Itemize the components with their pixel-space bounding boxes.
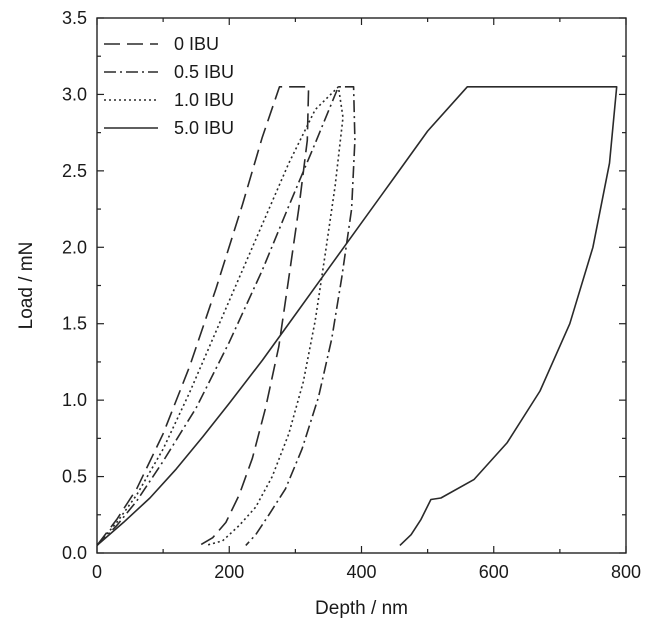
x-axis-label: Depth / nm (315, 598, 408, 619)
y-axis-label: Load / mN (16, 242, 37, 330)
plot-frame (96, 17, 627, 554)
legend-label: 1.0 IBU (174, 90, 234, 110)
y-axis-ticks: 0.0 0.5 1.0 1.5 2.0 2.5 3.0 3.5 (62, 8, 626, 563)
x-tick-label: 600 (479, 562, 509, 582)
series-line-3 (96, 86, 618, 547)
x-tick-label: 800 (611, 562, 641, 582)
series-line-2 (96, 86, 344, 547)
series-group (96, 86, 618, 547)
y-tick-label: 3.0 (62, 84, 87, 104)
x-tick-label: 200 (214, 562, 244, 582)
y-tick-label: 0.0 (62, 543, 87, 563)
legend: 0 IBU 0.5 IBU 1.0 IBU 5.0 IBU (104, 34, 234, 138)
series-line-0 (96, 86, 310, 547)
y-tick-label: 3.5 (62, 8, 87, 28)
x-axis-ticks: 0 200 400 600 800 (92, 18, 641, 582)
legend-label: 0 IBU (174, 34, 219, 54)
y-tick-label: 2.5 (62, 161, 87, 181)
legend-label: 0.5 IBU (174, 62, 234, 82)
y-tick-label: 0.5 (62, 467, 87, 487)
series-line-1 (96, 86, 356, 546)
y-tick-label: 2.0 (62, 237, 87, 257)
x-tick-label: 400 (346, 562, 376, 582)
y-tick-label: 1.0 (62, 390, 87, 410)
x-tick-label: 0 (92, 562, 102, 582)
y-tick-label: 1.5 (62, 314, 87, 334)
legend-label: 5.0 IBU (174, 118, 234, 138)
